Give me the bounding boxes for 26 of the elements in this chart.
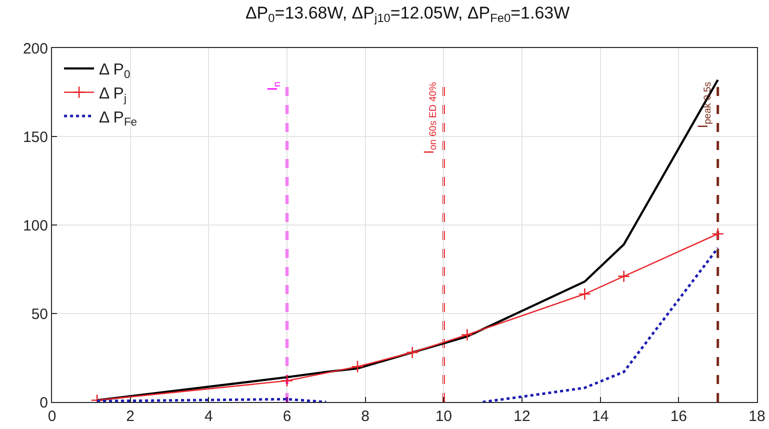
y-tick-label: 0 [40, 394, 48, 412]
x-tick-label: 12 [514, 408, 530, 425]
x-tick-label: 6 [282, 408, 292, 425]
chart-title: ΔP$_{0}$=13.68W, ΔP$_{j10}$=12.05W, ΔP$_{Fe0}$=1.63W [245, 3, 570, 25]
y-tick-label: 200 [22, 40, 48, 58]
point [618, 270, 630, 283]
y-tick-label: 100 [22, 217, 48, 234]
point [460, 328, 474, 341]
y-tick-label: 150 [22, 128, 48, 146]
x-tick-label: 14 [592, 408, 609, 425]
legend-label: Δ P$_{Fe}$ [99, 109, 138, 129]
legend-label: Δ P$_{j}$ [99, 85, 126, 105]
y-tick-label: 50 [31, 306, 48, 323]
point [578, 288, 591, 300]
x-tick-label: 16 [670, 408, 688, 425]
point [280, 374, 294, 388]
x-tick-label: 8 [361, 408, 370, 425]
point [351, 360, 364, 373]
legend-label: Δ P$_{0}$ [99, 62, 130, 82]
x-tick-label: 10 [435, 408, 452, 425]
x-tick-label: 4 [204, 408, 213, 425]
point [712, 228, 724, 240]
x-tick-label: 2 [126, 408, 134, 425]
line-series [96, 78, 719, 402]
point [406, 346, 419, 359]
x-tick-label: 18 [748, 408, 766, 425]
